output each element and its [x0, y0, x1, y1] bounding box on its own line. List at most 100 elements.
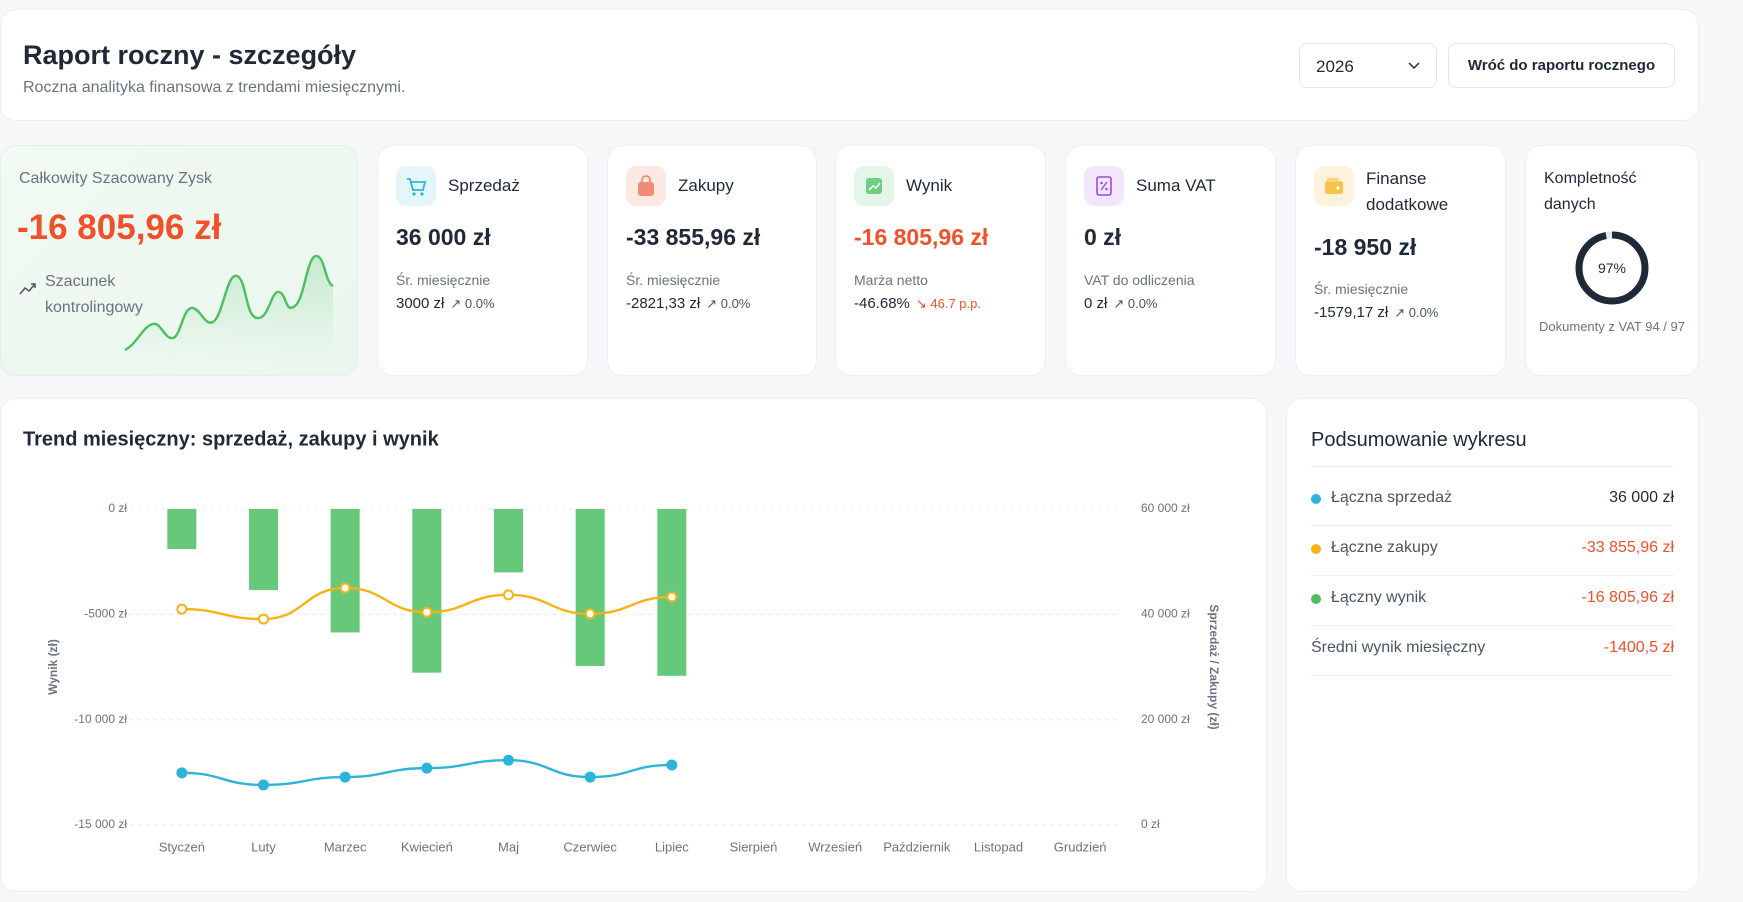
kpi-sub-value: 3000 zł	[396, 295, 445, 312]
year-value: 2026	[1316, 57, 1354, 76]
separator	[1311, 466, 1674, 467]
chart-title: Trend miesięczny: sprzedaż, zakupy i wyn…	[23, 428, 440, 450]
bar	[575, 509, 605, 666]
kpi-sub-line: 3000 zł ↗ 0.0%	[396, 295, 495, 312]
line-point	[584, 608, 596, 620]
line-point	[421, 762, 433, 774]
y-tick-label: -10 000 zł	[74, 712, 127, 726]
kpi-trend: ↗ 0.0%	[706, 296, 751, 311]
kpi-title: Suma VAT	[1136, 176, 1216, 195]
kpi-sub-line: -1579,17 zł ↗ 0.0%	[1314, 304, 1438, 321]
hero-label: Całkowity Szacowany Zysk	[19, 170, 212, 187]
kpi-trend-value: 0.0%	[720, 296, 751, 311]
donut-label: 97%	[1598, 260, 1626, 276]
kpi-value: 36 000 zł	[396, 224, 491, 250]
y2-tick-label: 40 000 zł	[1141, 607, 1190, 621]
x-tick-label: Styczeń	[159, 839, 205, 854]
kpi-sub-label: Śr. miesięcznie	[396, 272, 491, 288]
y2-tick-label: 60 000 zł	[1141, 501, 1190, 515]
cart-icon	[396, 166, 436, 206]
x-tick-label: Październik	[883, 839, 951, 854]
header: Raport roczny - szczegóły Roczna anality…	[0, 9, 1699, 121]
line-point	[176, 767, 188, 779]
year-select[interactable]: 2026	[1299, 43, 1437, 88]
hero-value: -16 805,96 zł	[17, 208, 222, 247]
kpi-trend: ↗ 0.0%	[1394, 305, 1439, 320]
kpi-card: Finanse dodatkowe -18 950 zł Śr. miesięc…	[1295, 145, 1506, 376]
x-tick-label: Kwiecień	[401, 839, 453, 854]
kpi-card: Wynik -16 805,96 zł Marża netto -46.68% ↘…	[835, 145, 1046, 376]
kpi-sub-line: -46.68% ↘ 46.7 p.p.	[854, 295, 981, 312]
bar	[249, 509, 278, 591]
kpi-sub-line: -2821,33 zł ↗ 0.0%	[626, 295, 750, 312]
summary-row: Łączne zakupy -33 855,96 zł	[1311, 525, 1674, 576]
line-point	[421, 606, 433, 618]
kpi-title: Finanse dodatkowe	[1366, 169, 1449, 214]
line-point	[176, 603, 188, 615]
trend-icon	[19, 283, 36, 295]
hero-note: Szacunek kontrolingowy	[45, 273, 143, 316]
kpi-value: -18 950 zł	[1314, 234, 1417, 260]
legend-dot	[1311, 494, 1321, 504]
kpi-sub-value: -46.68%	[854, 295, 910, 312]
page-title: Raport roczny - szczegóły	[23, 40, 357, 70]
sparkline	[124, 254, 334, 356]
y2-axis-label: Sprzedaż / Zakupy (zł)	[1207, 604, 1221, 729]
chart-card: Trend miesięczny: sprzedaż, zakupy i wyn…	[0, 398, 1267, 892]
legend-dot	[1311, 594, 1321, 604]
kpi-trend-value: 46.7 p.p.	[930, 296, 981, 311]
summary-label: Łączna sprzedaż	[1331, 489, 1452, 506]
kpi-title: Kompletność danych	[1544, 170, 1637, 213]
kpi-trend-value: 0.0%	[1408, 305, 1439, 320]
summary-value: -16 805,96 zł	[1581, 589, 1674, 606]
kpi-sub-value: -1579,17 zł	[1314, 304, 1389, 321]
line-point	[666, 759, 678, 771]
line-point	[503, 754, 514, 766]
kpi-card: Sprzedaż 36 000 zł Śr. miesięcznie 3000 …	[377, 145, 588, 376]
kpi-trend: ↗ 0.0%	[450, 296, 495, 311]
summary-title: Podsumowanie wykresu	[1311, 429, 1527, 451]
page-subtitle: Roczna analityka finansowa z trendami mi…	[23, 79, 406, 96]
x-tick-label: Maj	[498, 839, 519, 854]
hero-card: Całkowity Szacowany Zysk -16 805,96 zł S…	[0, 145, 358, 376]
kpi-sub-line: 0 zł ↗ 0.0%	[1084, 295, 1158, 312]
bar	[167, 509, 197, 550]
kpi-sub-label: Śr. miesięcznie	[1314, 281, 1409, 297]
summary-label: Łączny wynik	[1331, 589, 1427, 606]
bar	[494, 509, 523, 573]
kpi-sub-value: -2821,33 zł	[626, 295, 701, 312]
kpi-trend: ↘ 46.7 p.p.	[915, 296, 981, 311]
bar	[412, 509, 442, 673]
x-tick-label: Grudzień	[1054, 839, 1107, 854]
x-tick-label: Lipiec	[655, 839, 689, 854]
y-axis-label: Wynik (zł)	[46, 639, 60, 695]
x-tick-label: Wrzesień	[808, 839, 862, 854]
kpi-title: Sprzedaż	[448, 176, 520, 195]
kpi-sub-label: Marża netto	[854, 272, 928, 288]
y2-tick-label: 20 000 zł	[1141, 712, 1190, 726]
summary-label: Łączne zakupy	[1331, 539, 1438, 556]
y-tick-label: -5000 zł	[84, 607, 127, 621]
kpi-note: Dokumenty z VAT 94 / 97	[1539, 319, 1685, 334]
summary-value: -1400,5 zł	[1603, 639, 1674, 656]
kpi-title: Zakupy	[678, 176, 734, 195]
x-tick-label: Czerwiec	[563, 839, 617, 854]
y-tick-label: 0 zł	[108, 501, 127, 515]
donut: 97%	[1575, 231, 1649, 305]
kpi-trend-value: 0.0%	[1127, 296, 1158, 311]
x-tick-label: Listopad	[974, 839, 1023, 854]
chart-icon	[854, 166, 894, 206]
kpi-sub-label: VAT do odliczenia	[1084, 272, 1195, 288]
kpi-trend-value: 0.0%	[464, 296, 495, 311]
bar	[330, 509, 360, 633]
bag-icon	[626, 166, 666, 206]
kpi-card: Kompletność danych 97% Dokumenty z VAT 9…	[1525, 145, 1699, 376]
back-button[interactable]: Wróć do raportu rocznego	[1448, 43, 1675, 88]
legend-dot	[1311, 544, 1321, 554]
kpi-title: Wynik	[906, 176, 953, 195]
summary-row: Łączny wynik -16 805,96 zł	[1311, 575, 1674, 626]
kpi-sub-value: 0 zł	[1084, 295, 1108, 312]
summary-card: Podsumowanie wykresu Łączna sprzedaż 36 0…	[1286, 398, 1699, 892]
x-tick-label: Marzec	[324, 839, 367, 854]
line-point	[503, 589, 514, 601]
